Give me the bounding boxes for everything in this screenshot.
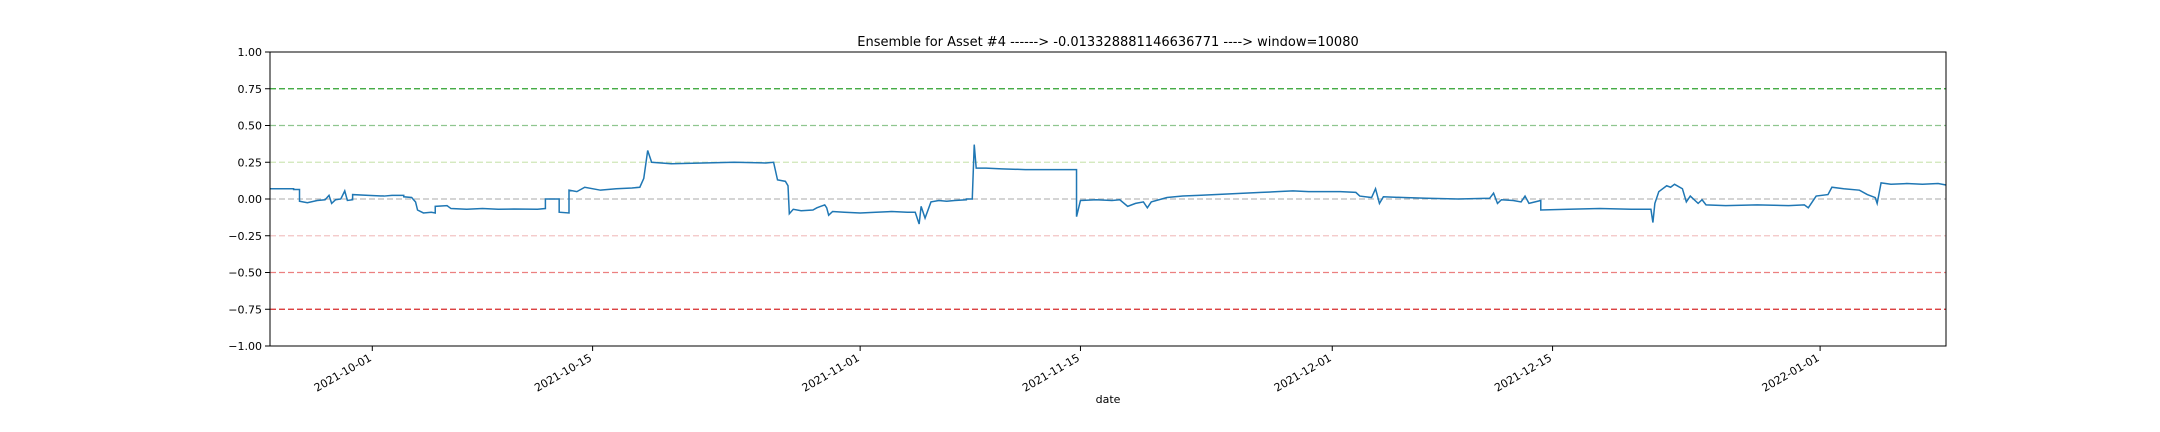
y-axis: 1.00 0.75 0.50 0.25 0.00 −0.25 −0.50 −0.75 −1.00 <box>228 46 270 353</box>
x-axis: 2021-10-01 2021-10-15 2021-11-01 2021-11-15… <box>312 346 1822 395</box>
y-tick-label: 0.75 <box>238 83 263 96</box>
y-tick-label: 0.00 <box>238 193 263 206</box>
chart-title: Ensemble for Asset #4 ------> -0.0133288… <box>857 35 1358 50</box>
x-tick-label: 2021-10-15 <box>532 351 594 394</box>
x-tick-label: 2021-12-15 <box>1492 351 1554 394</box>
series-line-0 <box>270 144 1947 225</box>
y-tick-label: 0.25 <box>238 156 263 169</box>
y-tick-label: 0.50 <box>238 120 263 133</box>
x-tick-label: 2021-11-01 <box>800 351 862 394</box>
x-axis-label: date <box>1096 393 1121 406</box>
series-layer <box>270 144 1947 225</box>
y-tick-label: −1.00 <box>228 340 262 353</box>
y-tick-label: −0.25 <box>228 230 262 243</box>
x-tick-label: 2021-11-15 <box>1020 351 1082 394</box>
plot-frame <box>269 51 1947 347</box>
y-tick-label: 1.00 <box>238 46 263 59</box>
x-tick-label: 2022-01-01 <box>1760 351 1822 394</box>
x-tick-label: 2021-12-01 <box>1272 351 1334 394</box>
x-tick-label: 2021-10-01 <box>312 351 374 394</box>
reference-lines <box>270 88 1946 310</box>
y-tick-label: −0.75 <box>228 303 262 316</box>
y-tick-label: −0.50 <box>228 267 262 280</box>
